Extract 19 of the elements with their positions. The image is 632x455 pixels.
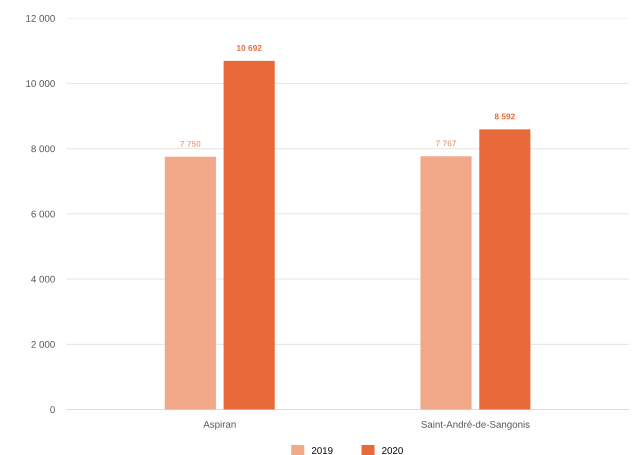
bar [479,129,530,410]
y-tick-label: 0 [50,406,55,414]
data-label: 8 592 [494,113,515,120]
bar [224,60,275,410]
y-tick-label: 10 000 [26,80,55,88]
y-tick-label: 2 000 [31,341,55,348]
bar [420,156,472,410]
y-tick-label: 12 000 [26,14,55,22]
data-label: 7 767 [436,140,456,146]
y-tick-label: 4 000 [31,276,55,283]
x-tick-label: Aspiran [203,420,236,430]
x-tick-label: Saint-André-de-Sangonis [421,420,530,430]
legend-label: 2020 [382,447,403,454]
data-label: 10 692 [236,44,262,51]
y-tick-label: 8 000 [31,145,55,152]
legend-label: 2019 [312,447,333,454]
y-tick-label: 6 000 [31,210,55,218]
bar [164,156,216,410]
data-label: 7 750 [180,140,200,147]
